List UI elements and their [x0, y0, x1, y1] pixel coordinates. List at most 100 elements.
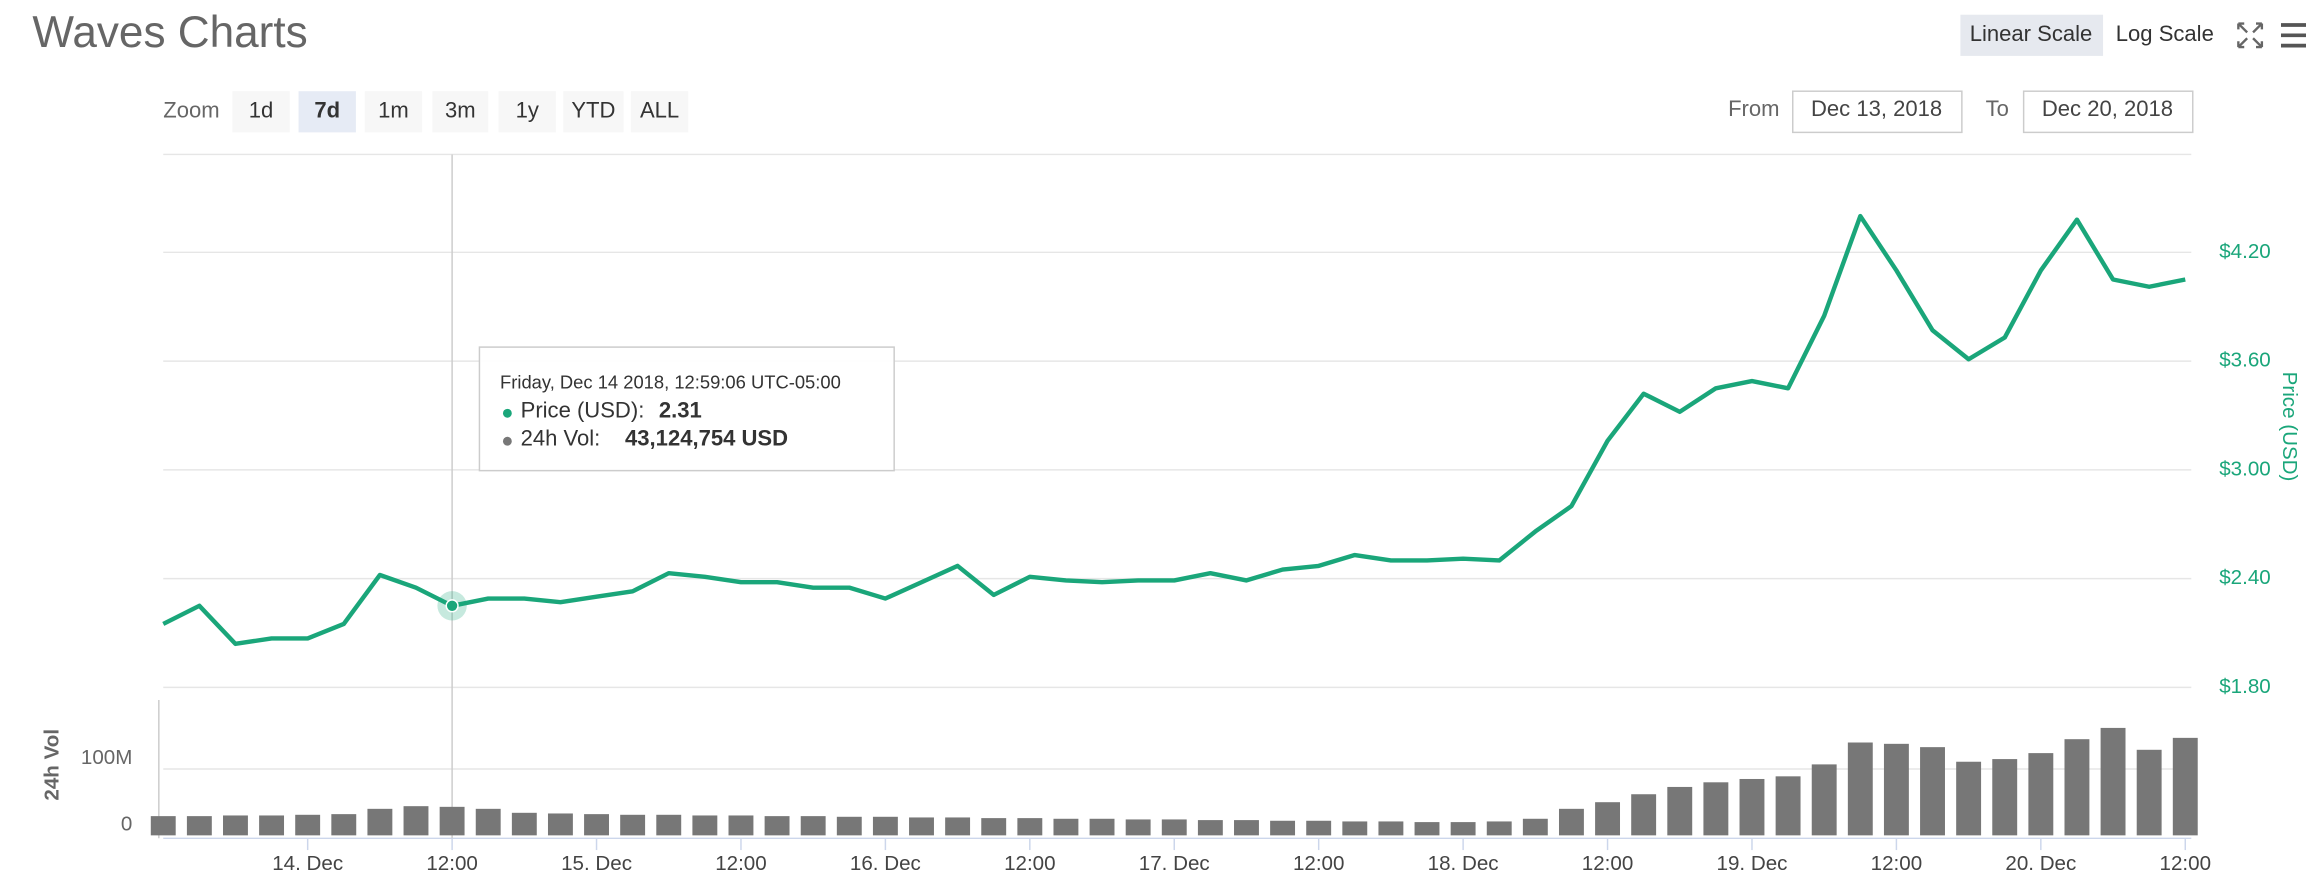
volume-bar: [1270, 820, 1296, 836]
volume-bar: [836, 816, 862, 836]
zoom-button-label: 1m: [378, 98, 409, 123]
x-tick-label: 16. Dec: [850, 852, 921, 875]
y-tick-label: $3.60: [2219, 349, 2271, 372]
volume-bar: [2064, 739, 2090, 836]
y2-tick-label: 0: [121, 813, 132, 836]
zoom-button-label: 1y: [516, 98, 539, 123]
volume-bar: [1811, 764, 1837, 836]
plot: $1.80 $2.40 $3.00 $3.60 $4.20 0 100M 14. Dec 12:…: [81, 154, 2271, 875]
y2-axis-title: 24h Vol: [40, 729, 63, 801]
volume-bar: [1161, 819, 1187, 836]
volume-bar: [1450, 822, 1476, 836]
zoom-button[interactable]: [232, 91, 290, 133]
x-tick-label: 12:00: [715, 852, 766, 875]
volume-bar: [1089, 818, 1115, 836]
tooltip-price-label: Price (USD):: [521, 398, 645, 423]
volume-bar: [186, 816, 212, 836]
volume-bar: [1883, 743, 1909, 836]
volume-bar: [945, 817, 971, 836]
price-line: [162, 213, 2186, 647]
zoom-button[interactable]: [563, 91, 624, 133]
zoom-button[interactable]: [298, 91, 356, 133]
hover-point: [445, 599, 459, 613]
volume-bar: [1631, 794, 1657, 836]
volume-bar: [764, 816, 790, 836]
volume-bar: [1414, 822, 1440, 836]
zoom-button[interactable]: [432, 91, 489, 133]
volume-bar: [2136, 749, 2162, 836]
volume-bar: [403, 806, 429, 836]
zoom-button-label: ALL: [640, 98, 679, 123]
x-tick-label: 14. Dec: [272, 852, 343, 875]
x-tick-label: 20. Dec: [2005, 852, 2076, 875]
volume-bar: [656, 814, 682, 836]
volume-bar: [475, 808, 501, 836]
volume-bar: [1197, 820, 1223, 836]
date-input[interactable]: [1792, 90, 1963, 134]
x-tick-label: 12:00: [1004, 852, 1055, 875]
volume-bar: [223, 815, 248, 836]
volume-bar: [872, 816, 898, 836]
zoom-button[interactable]: [630, 91, 689, 133]
x-tick-label: 12:00: [1871, 852, 1923, 875]
volume-bar: [1125, 819, 1151, 836]
x-tick-label: 17. Dec: [1139, 852, 1210, 875]
x-tick-label: 12:00: [1293, 852, 1345, 875]
tooltip-box: [478, 346, 895, 472]
scale-button-bg: [1960, 14, 2104, 56]
zoom-button-label: 3m: [445, 98, 476, 123]
volume-bar: [331, 814, 357, 836]
y-tick-label: $3.00: [2219, 457, 2271, 480]
zoom-label: Zoom: [163, 98, 219, 123]
volume-bar: [295, 814, 321, 836]
volume-bar: [981, 818, 1007, 836]
x-tick-label: 12:00: [1582, 852, 1634, 875]
volume-bar: [620, 814, 646, 836]
zoom-button-label: YTD: [571, 98, 615, 123]
volume-bar: [1595, 802, 1621, 836]
volume-bar: [511, 812, 537, 836]
volume-bar: [2172, 737, 2198, 836]
volume-bar: [1920, 747, 1945, 836]
volume-bar: [1667, 786, 1693, 836]
tooltip-dot: [502, 408, 512, 418]
volume-bar: [1378, 821, 1404, 836]
tooltip-vol-label: 24h Vol:: [521, 426, 601, 451]
volume-bar: [367, 808, 393, 836]
to-date: Dec 20, 2018: [2042, 96, 2173, 121]
zoom-button-label: 1d: [249, 98, 274, 123]
x-tick-label: 12:00: [426, 852, 478, 875]
to-label: To: [1986, 96, 2009, 121]
volume-bar: [1992, 759, 2018, 836]
scale-button[interactable]: Log Scale: [2116, 21, 2214, 46]
y-tick-label: $2.40: [2219, 566, 2271, 589]
menu-icon[interactable]: [2280, 23, 2306, 48]
date-input[interactable]: [2022, 90, 2194, 134]
from-date: Dec 13, 2018: [1811, 96, 1942, 121]
volume-bar: [692, 815, 718, 836]
volume-bar: [1306, 820, 1332, 836]
tooltip-dot: [502, 436, 512, 446]
zoom-button[interactable]: [498, 91, 556, 133]
tooltip-price: 2.31: [659, 398, 702, 423]
tooltip-vol: 43,124,754 USD: [625, 426, 788, 451]
tooltip: Friday, Dec 14 2018, 12:59:06 UTC-05:00 …: [478, 346, 895, 472]
zoom-button[interactable]: [364, 91, 423, 133]
zoom-button-label: 7d: [314, 98, 340, 123]
volume-bar: [150, 816, 176, 836]
from-label: From: [1728, 96, 1779, 121]
volume-bar: [909, 817, 934, 836]
scale-button[interactable]: Linear Scale: [1970, 21, 2093, 46]
volume-bar: [1847, 742, 1873, 836]
x-tick-label: 12:00: [2160, 852, 2212, 875]
volume-bar: [2028, 753, 2054, 836]
volume-bar: [800, 816, 826, 836]
volume-bar: [1703, 782, 1729, 836]
fullscreen-icon[interactable]: [2237, 22, 2264, 49]
y-tick-label: $4.20: [2219, 240, 2271, 263]
volume-bar: [439, 806, 465, 836]
volume-bar: [1017, 818, 1043, 836]
volume-bar: [1956, 761, 1982, 836]
tooltip-date: Friday, Dec 14 2018, 12:59:06 UTC-05:00: [500, 372, 841, 393]
